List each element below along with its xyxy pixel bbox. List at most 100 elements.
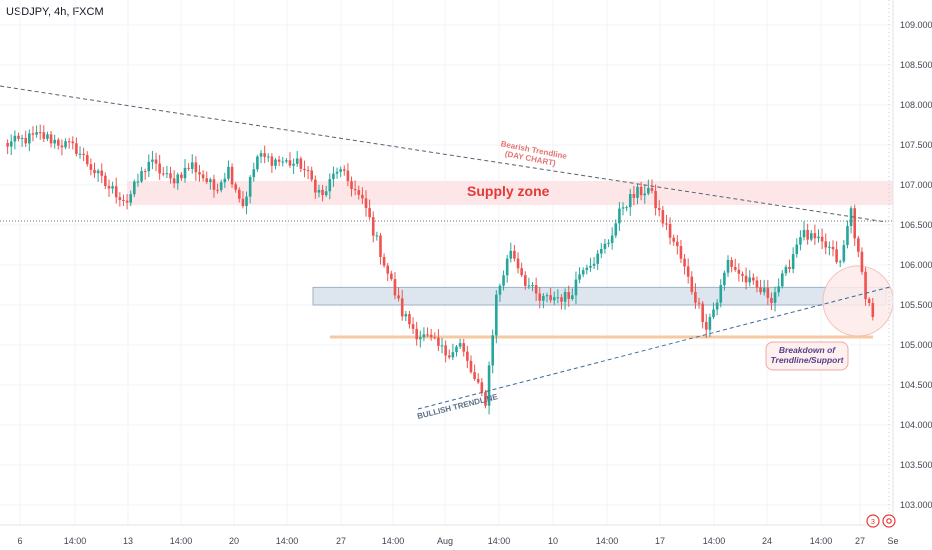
time-tick-label: 20	[229, 536, 239, 546]
candle-body	[266, 156, 270, 158]
candle-body	[755, 280, 759, 288]
candle-body	[314, 179, 317, 193]
candle-body	[857, 238, 860, 252]
candle-body	[534, 284, 538, 294]
candle-body	[270, 156, 274, 166]
candle-body	[256, 156, 259, 170]
time-tick-label: 14:00	[64, 536, 87, 546]
candle-body	[730, 260, 733, 267]
candle-body	[864, 271, 867, 300]
candle-body	[53, 139, 56, 144]
candle-body	[375, 235, 379, 237]
candle-body	[176, 174, 180, 184]
candle-body	[708, 317, 712, 330]
candle-body	[650, 187, 654, 191]
price-axis[interactable]: 103.000 103.500 104.000 104.500 105.000 105.5…	[888, 0, 932, 525]
candle-body	[513, 250, 516, 259]
candle-body	[469, 360, 473, 373]
footer-controls[interactable]: 3	[866, 514, 896, 528]
candle-body	[719, 285, 723, 303]
candle-body	[317, 189, 321, 193]
candle-body	[129, 194, 132, 203]
candle-body	[679, 246, 683, 259]
candle-body	[523, 275, 527, 286]
candle-body	[542, 295, 545, 301]
candle-body	[744, 275, 748, 283]
candle-body	[96, 170, 100, 174]
candle-body	[690, 276, 694, 292]
candle-body	[694, 291, 697, 303]
candle-body	[433, 337, 437, 339]
candle-body	[712, 309, 715, 318]
candle-body	[230, 166, 234, 185]
candle-body	[784, 266, 788, 274]
candle-body	[846, 226, 849, 246]
zones-layer	[0, 181, 894, 339]
candle-body	[400, 298, 404, 317]
candle-body	[791, 254, 795, 269]
candle-body	[632, 194, 636, 198]
candle-body	[871, 303, 875, 317]
time-axis[interactable]: 6 14:00 13 14:00 20 14:00 27 14:00 Aug 14:00 10 14:…	[0, 524, 899, 546]
candle-body	[292, 163, 295, 166]
candle-body	[75, 143, 78, 154]
candle-body	[484, 392, 487, 406]
trendlines-layer	[0, 85, 891, 410]
candle-body	[299, 158, 303, 169]
candle-body	[31, 133, 35, 135]
bullish-trendline	[417, 286, 891, 410]
candle-body	[393, 279, 397, 296]
candle-body	[274, 159, 277, 166]
candle-body	[46, 134, 49, 139]
candle-body	[89, 164, 93, 170]
candle-body	[190, 162, 194, 169]
candle-body	[324, 191, 328, 196]
candle-body	[752, 277, 755, 281]
candle-body	[596, 253, 599, 264]
candle-body	[67, 141, 71, 143]
candle-body	[600, 248, 603, 254]
candle-body	[567, 292, 571, 299]
time-tick-label: 13	[123, 536, 133, 546]
time-tick-label: 14:00	[170, 536, 193, 546]
candle-body	[216, 189, 219, 191]
candle-body	[24, 137, 28, 144]
candle-body	[212, 179, 216, 190]
time-tick-label: 6	[17, 536, 22, 546]
breakdown-callout-text: Breakdown of Trendline/Support	[770, 345, 844, 365]
candle-body	[516, 258, 520, 269]
candle-body	[408, 314, 411, 325]
candle-body	[672, 237, 675, 242]
candle-body	[545, 295, 549, 297]
candle-body	[498, 285, 502, 295]
candle-body	[49, 134, 53, 144]
candle-body	[520, 268, 523, 276]
candle-body	[867, 299, 871, 304]
candle-body	[647, 187, 650, 194]
candle-body	[419, 337, 422, 340]
candle-body	[697, 302, 701, 304]
candle-body	[158, 163, 161, 174]
candle-body	[603, 243, 607, 249]
candle-body	[201, 174, 205, 179]
candle-body	[151, 159, 154, 162]
candle-body	[726, 260, 730, 273]
candle-body	[100, 170, 104, 176]
candle-body	[71, 141, 75, 144]
time-tick-label: 14:00	[703, 536, 726, 546]
candle-body	[390, 273, 393, 280]
candle-body	[259, 153, 263, 157]
price-tick-label: 105.500	[900, 300, 932, 310]
candle-body	[295, 158, 299, 164]
candle-body	[552, 297, 556, 301]
candle-body	[342, 169, 346, 171]
time-tick-label: 27	[336, 536, 346, 546]
candle-body	[183, 167, 187, 179]
price-tick-label: 103.000	[900, 500, 932, 510]
candle-body	[169, 173, 172, 179]
candle-body	[777, 286, 780, 293]
time-tick-label: Aug	[437, 536, 453, 546]
candle-body	[437, 337, 440, 346]
price-tick-label: 108.000	[900, 100, 932, 110]
